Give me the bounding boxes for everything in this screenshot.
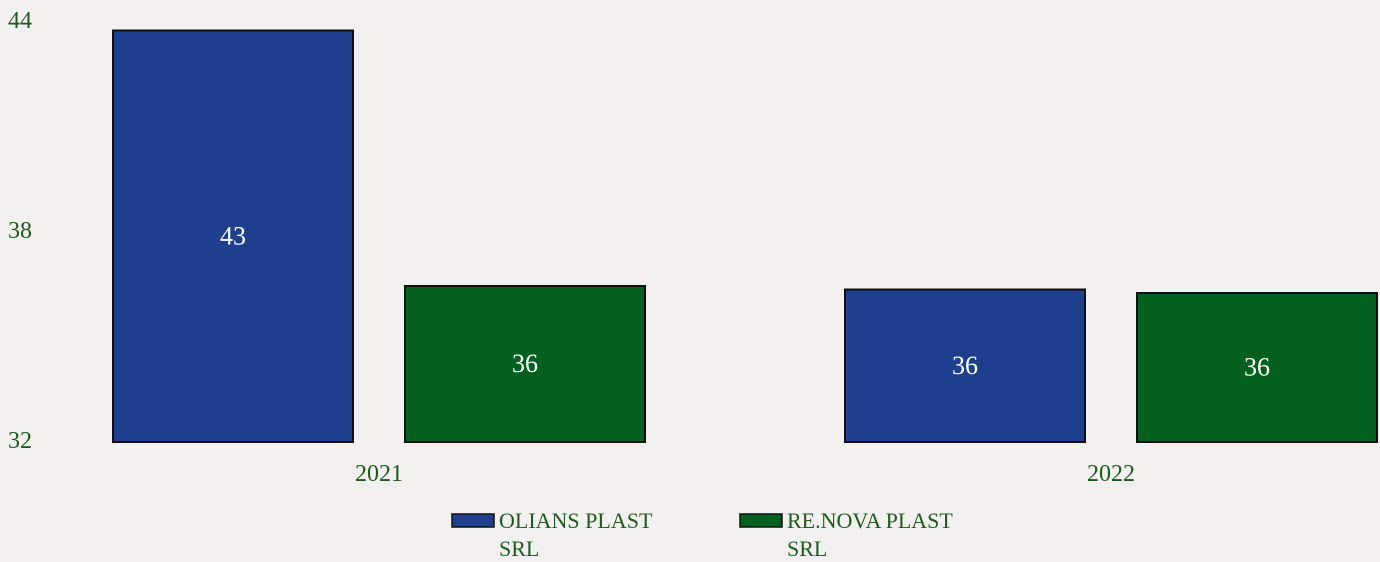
x-category-label: 2022 — [1087, 461, 1135, 487]
legend-swatch — [451, 513, 495, 528]
legend: OLIANS PLAST SRL RE.NOVA PLAST SRL — [451, 508, 953, 561]
bar-data-label: 36 — [952, 351, 978, 380]
bar-data-label: 36 — [512, 349, 538, 378]
y-tick-label: 32 — [8, 428, 32, 454]
x-axis: 2021 2022 — [355, 461, 1135, 487]
legend-label: SRL — [499, 536, 539, 561]
legend-swatch — [739, 513, 783, 528]
bar-2022-series-1 — [1136, 292, 1378, 443]
bar-data-label: 43 — [220, 221, 246, 250]
x-category-label: 2021 — [355, 461, 403, 487]
bar-2021-series-1 — [404, 285, 646, 443]
bar-2022-series-0 — [844, 288, 1086, 443]
bars: 43 36 36 36 — [112, 29, 1378, 443]
legend-label: RE.NOVA PLAST — [787, 508, 953, 533]
legend-label: OLIANS PLAST — [499, 508, 653, 533]
bar-data-label: 36 — [1244, 353, 1270, 382]
y-tick-label: 38 — [8, 218, 32, 244]
y-axis: 44 38 32 — [8, 8, 32, 454]
y-tick-label: 44 — [8, 8, 32, 34]
bar-2021-series-0 — [112, 29, 354, 443]
legend-label: SRL — [787, 536, 827, 561]
